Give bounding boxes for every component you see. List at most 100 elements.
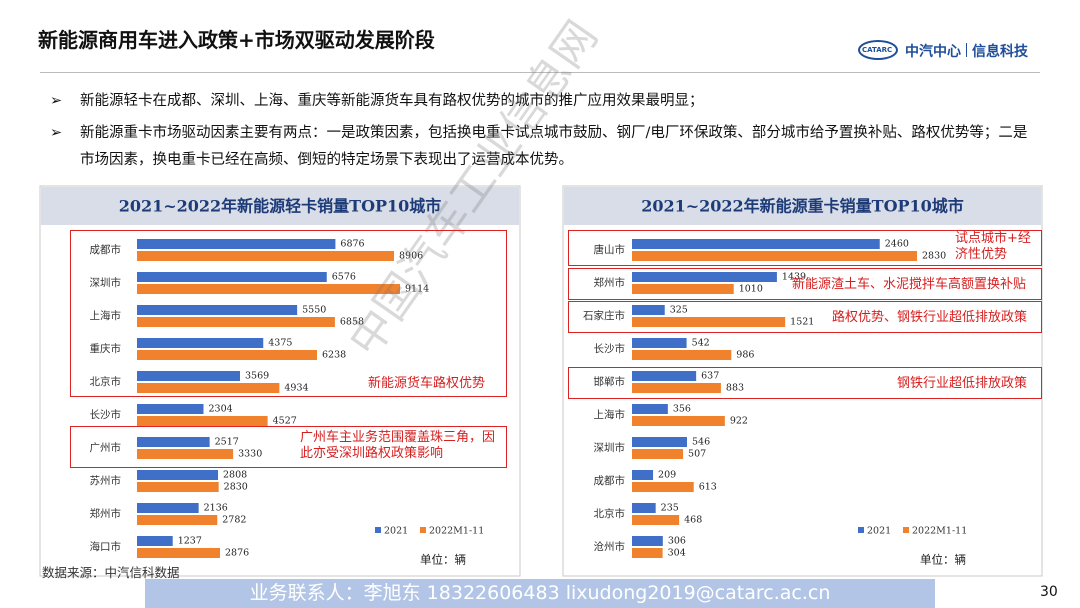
value-label: 6238: [322, 350, 346, 361]
bar: [137, 272, 327, 282]
slide-title: 新能源商用车进入政策+市场双驱动发展阶段: [38, 28, 435, 52]
bullet-text: 新能源重卡市场驱动因素主要有两点：一是政策因素，包括换电重卡试点城市鼓励、钢厂/…: [80, 125, 1028, 168]
category-label: 上海市: [90, 309, 122, 322]
bar: [632, 272, 777, 282]
value-label: 2830: [224, 482, 248, 493]
category-label: 唐山市: [594, 243, 626, 256]
value-label: 2304: [208, 404, 232, 415]
legend-swatch: [420, 527, 426, 533]
bar: [137, 284, 400, 294]
logo-ellipse: [858, 40, 898, 60]
legend-swatch: [375, 527, 381, 533]
value-label: 2808: [223, 470, 247, 481]
bar: [137, 371, 240, 381]
value-label: 1521: [790, 317, 814, 328]
bar: [632, 503, 656, 513]
bar: [137, 251, 394, 261]
category-label: 上海市: [594, 408, 626, 421]
bullet: ➢ 新能源重卡市场驱动因素主要有两点：一是政策因素，包括换电重卡试点城市鼓励、钢厂…: [50, 120, 1040, 174]
bar: [137, 470, 219, 480]
bar: [632, 449, 684, 459]
value-label: 209: [658, 470, 676, 481]
legend-swatch: [903, 527, 909, 533]
bullet-text: 新能源轻卡在成都、深圳、上海、重庆等新能源货车具有路权优势的城市的推广应用效果最…: [80, 93, 704, 109]
bar: [632, 251, 917, 261]
chart-title: 2021~2022年新能源轻卡销量TOP10城市: [119, 197, 442, 216]
value-label: 922: [730, 416, 748, 427]
bar: [632, 284, 734, 294]
annotation: 广州车主业务范围覆盖珠三角，因此亦受深圳路权政策影响: [300, 430, 496, 461]
bar: [632, 305, 665, 315]
value-label: 9114: [405, 284, 429, 295]
logo-divider: [966, 43, 967, 57]
bar: [137, 482, 219, 492]
value-label: 6876: [340, 239, 364, 250]
bar: [137, 548, 220, 558]
category-label: 邯郸市: [594, 375, 626, 388]
category-label: 长沙市: [90, 408, 122, 421]
unit-label: 单位：辆: [920, 553, 966, 567]
value-label: 235: [661, 503, 679, 514]
legend-label: 2022M1-11: [912, 526, 967, 537]
bar: [137, 536, 173, 546]
value-label: 1237: [178, 536, 202, 547]
bar: [137, 515, 218, 525]
value-label: 2517: [215, 437, 239, 448]
bar: [632, 482, 694, 492]
value-label: 4375: [268, 338, 292, 349]
bar: [632, 350, 732, 360]
bar: [137, 338, 264, 348]
highlight-box: [70, 230, 507, 397]
unit-label: 单位：辆: [420, 553, 466, 567]
category-label: 重庆市: [90, 342, 122, 355]
bar: [137, 350, 318, 360]
logo-mark: CATARC: [862, 46, 893, 54]
bar: [632, 371, 697, 381]
highlight-box: [568, 301, 1042, 333]
value-label: 507: [688, 449, 706, 460]
logo-unit: 信息科技: [972, 44, 1028, 60]
bar: [632, 317, 786, 327]
value-label: 306: [668, 536, 686, 547]
category-label: 郑州市: [594, 276, 626, 289]
bar: [632, 515, 680, 525]
logo-org: 中汽中心: [905, 44, 961, 60]
bar: [632, 548, 663, 558]
bar: [137, 416, 268, 426]
annotation: 路权优势、钢铁行业超低排放政策: [832, 310, 1028, 325]
value-label: 3330: [238, 449, 262, 460]
value-label: 2782: [222, 515, 246, 526]
value-label: 468: [684, 515, 702, 526]
value-label: 325: [670, 305, 688, 316]
source: 数据来源：中汽信科数据: [42, 565, 180, 580]
contact-footer: 业务联系人：李旭东 18322606483 lixudong2019@catar…: [145, 579, 935, 608]
value-label: 613: [699, 482, 717, 493]
value-label: 304: [668, 548, 686, 559]
value-label: 2460: [885, 239, 909, 250]
header-rule: [40, 72, 1040, 73]
bar: [137, 437, 210, 447]
bar: [137, 383, 280, 393]
category-label: 深圳市: [90, 276, 122, 289]
bar: [137, 239, 336, 249]
bar: [137, 503, 199, 513]
category-label: 沧州市: [594, 540, 626, 553]
bar: [632, 416, 725, 426]
annotation: 试点城市+经济性优势: [955, 231, 1031, 262]
value-label: 8906: [399, 251, 423, 262]
legend-swatch: [858, 527, 864, 533]
bar: [632, 383, 721, 393]
highlight-box: [70, 426, 507, 468]
value-label: 1010: [739, 284, 763, 295]
chart-title: 2021~2022年新能源重卡销量TOP10城市: [641, 197, 964, 216]
value-label: 2830: [922, 251, 946, 262]
bar: [632, 437, 687, 447]
value-label: 883: [726, 383, 744, 394]
category-label: 海口市: [90, 540, 122, 553]
bar: [632, 239, 880, 249]
bar: [137, 305, 298, 315]
annotation: 新能源渣土车、水泥搅拌车高额置换补贴: [792, 277, 1027, 292]
value-label: 6576: [332, 272, 356, 283]
